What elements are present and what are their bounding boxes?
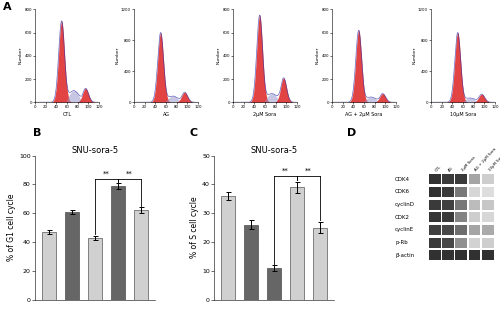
Text: CTL: CTL [434,164,442,172]
Text: **: ** [305,167,312,173]
X-axis label: CTL: CTL [62,112,72,117]
Text: 2μM Sora: 2μM Sora [461,156,476,172]
Bar [42,232,56,300]
Bar [429,225,440,235]
Bar [482,187,494,197]
Bar [429,212,440,222]
Text: **: ** [103,171,110,176]
Text: C: C [190,128,198,138]
Text: **: ** [282,167,289,173]
Bar [313,228,327,300]
Bar [456,187,467,197]
Text: A: A [2,2,11,11]
Text: cyclinE: cyclinE [395,227,414,232]
Bar [88,238,102,300]
X-axis label: AG + 2μM Sora: AG + 2μM Sora [346,112,383,117]
Bar [221,196,235,300]
Bar [482,225,494,235]
Bar [65,212,79,300]
Bar [468,225,480,235]
Bar [482,174,494,184]
Bar [456,225,467,235]
Text: D: D [348,128,357,138]
Bar [468,238,480,248]
Y-axis label: Number: Number [217,47,221,65]
Bar [482,250,494,260]
Bar [267,268,281,300]
Y-axis label: Number: Number [19,47,23,65]
Bar [482,200,494,210]
Bar [442,187,454,197]
Text: β-actin: β-actin [395,253,414,258]
Bar [429,200,440,210]
Text: CDK6: CDK6 [395,189,410,194]
Bar [468,174,480,184]
Y-axis label: Number: Number [116,47,119,65]
Bar [244,225,258,300]
Bar [429,187,440,197]
Y-axis label: % of G1 cell cycle: % of G1 cell cycle [8,194,16,261]
Bar [442,225,454,235]
Text: **: ** [126,171,133,176]
X-axis label: 10μM Sora: 10μM Sora [450,112,476,117]
Bar [442,200,454,210]
Title: SNU-sora-5: SNU-sora-5 [250,146,298,155]
Bar [429,174,440,184]
X-axis label: AG: AG [162,112,170,117]
Bar [442,250,454,260]
Bar [482,238,494,248]
Text: CDK2: CDK2 [395,215,410,220]
Bar [468,200,480,210]
Y-axis label: Number: Number [412,47,416,65]
Bar [456,212,467,222]
Bar [468,250,480,260]
Text: AG + 2μM Sora: AG + 2μM Sora [474,147,498,172]
Bar [442,212,454,222]
Text: CDK4: CDK4 [395,177,410,182]
Bar [429,250,440,260]
Bar [468,212,480,222]
X-axis label: 2μM Sora: 2μM Sora [254,112,276,117]
Bar [456,250,467,260]
Y-axis label: Number: Number [316,47,320,65]
Bar [429,238,440,248]
Bar [456,174,467,184]
Text: AG: AG [448,165,454,172]
Bar [468,187,480,197]
Bar [456,238,467,248]
Text: cyclinD: cyclinD [395,202,415,207]
Bar [111,186,125,300]
Bar [482,212,494,222]
Text: p-Rb: p-Rb [395,240,408,245]
Title: SNU-sora-5: SNU-sora-5 [72,146,118,155]
Bar [456,200,467,210]
Bar [134,210,148,300]
Bar [442,238,454,248]
Y-axis label: % of S cell cycle: % of S cell cycle [190,197,199,259]
Text: B: B [32,128,41,138]
Bar [290,187,304,300]
Bar [442,174,454,184]
Text: 10μM Sora: 10μM Sora [488,154,500,172]
